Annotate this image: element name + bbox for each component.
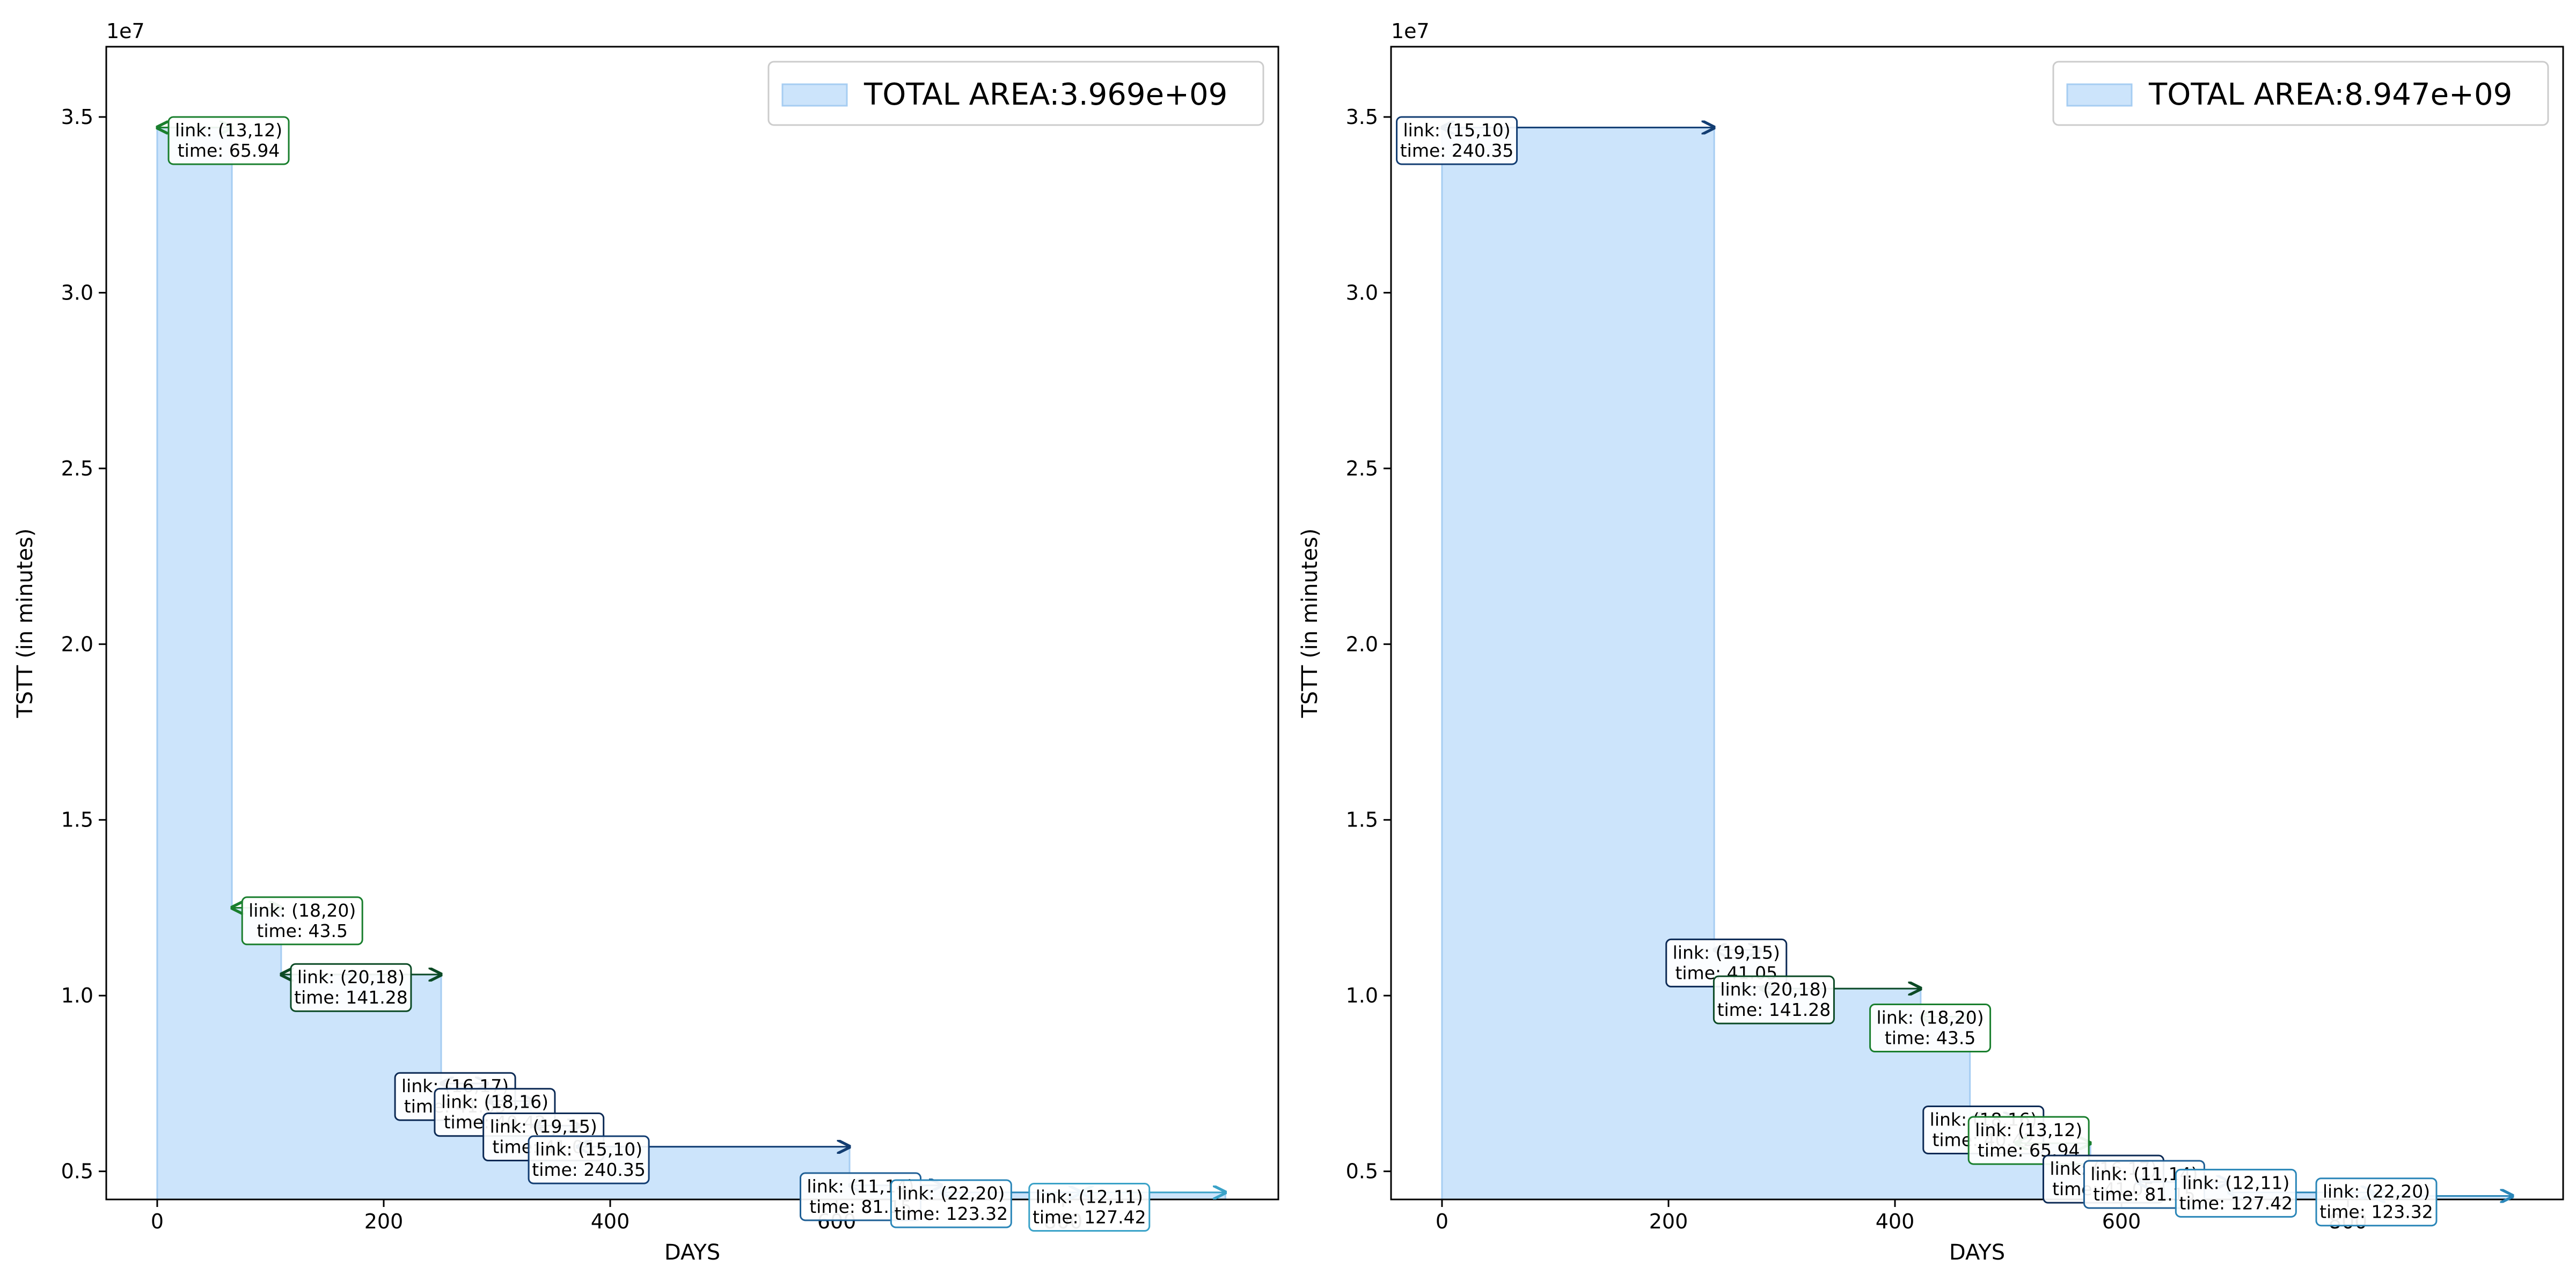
x-tick-label: 400 — [591, 1210, 630, 1233]
annotation-label: link: (12,11)time: 127.42 — [2175, 1168, 2297, 1218]
annotation-label: link: (15,10)time: 240.35 — [528, 1135, 650, 1184]
y-tick-label: 1.0 — [1346, 984, 1378, 1007]
y-tick-label: 2.0 — [1346, 632, 1378, 656]
legend-label: TOTAL AREA:8.947e+09 — [2148, 77, 2512, 112]
annotation-link-text: link: (12,11) — [2182, 1172, 2289, 1193]
annotation-box — [528, 1135, 650, 1184]
annotation-link-text: link: (13,12) — [175, 120, 282, 141]
annotation-link-text: link: (19,15) — [490, 1116, 597, 1137]
annotation-label: link: (20,18)time: 141.28 — [290, 963, 412, 1012]
annotation-box — [167, 116, 290, 165]
y-tick-label: 0.5 — [61, 1160, 93, 1183]
annotation-label: link: (13,12)time: 65.94 — [1967, 1116, 2090, 1165]
left-chart-panel: 02004006008000.51.01.52.02.53.03.5DAYSTS… — [13, 19, 1279, 1265]
right-chart-panel: 02004006008000.51.01.52.02.53.03.5DAYSTS… — [1298, 19, 2564, 1265]
annotation-box — [290, 963, 412, 1012]
annotation-link-text: link: (13,12) — [1975, 1119, 2082, 1140]
annotation-link-text: link: (15,10) — [1403, 120, 1510, 141]
annotation-box — [1869, 1004, 1992, 1053]
annotation-link-text: link: (15,10) — [535, 1139, 642, 1160]
annotation-link-text: link: (22,20) — [897, 1183, 1005, 1204]
annotation-time-text: time: 141.28 — [294, 987, 408, 1008]
x-tick-label: 400 — [1876, 1210, 1915, 1233]
axes-frame — [1390, 46, 2564, 1201]
annotation-label: link: (20,18)time: 141.28 — [1713, 975, 1835, 1024]
annotation-link-text: link: (12,11) — [1036, 1187, 1143, 1208]
axes-frame — [105, 46, 1279, 1201]
x-tick-label: 0 — [151, 1210, 164, 1233]
annotation-link-text: link: (18,16) — [441, 1092, 548, 1113]
y-offset-label: 1e7 — [1391, 19, 1430, 43]
x-tick-label: 600 — [2102, 1210, 2141, 1233]
annotation-time-text: time: 65.94 — [178, 140, 280, 161]
x-tick-label: 200 — [1649, 1210, 1688, 1233]
y-offset-label: 1e7 — [106, 19, 145, 43]
annotation-label: link: (22,20)time: 123.32 — [2315, 1177, 2438, 1227]
annotation-label: link: (18,20)time: 43.5 — [241, 896, 363, 946]
y-axis-label: TSTT (in minutes) — [13, 528, 38, 718]
legend-label: TOTAL AREA:3.969e+09 — [863, 77, 1227, 112]
y-axis-label: TSTT (in minutes) — [1298, 528, 1322, 718]
annotation-link-text: link: (20,18) — [297, 967, 405, 987]
annotation-label: link: (15,10)time: 240.35 — [1396, 116, 1518, 165]
annotation-time-text: time: 127.42 — [2179, 1192, 2293, 1213]
annotation-time-text: time: 127.42 — [1033, 1207, 1146, 1228]
y-tick-label: 3.0 — [1346, 281, 1378, 304]
annotation-link-text: link: (18,20) — [1876, 1007, 1984, 1028]
annotation-box — [1713, 975, 1835, 1024]
annotation-link-text: link: (19,15) — [1673, 942, 1780, 963]
annotation-box — [2175, 1168, 2297, 1218]
y-tick-label: 1.5 — [1346, 808, 1378, 832]
annotation-time-text: time: 43.5 — [1885, 1028, 1976, 1049]
annotation-time-text: time: 123.32 — [895, 1203, 1008, 1224]
annotation-box — [1967, 1116, 2090, 1165]
y-tick-label: 3.5 — [1346, 105, 1378, 129]
x-axis-label: DAYS — [1949, 1240, 2005, 1265]
y-tick-label: 2.5 — [61, 457, 93, 480]
annotation-time-text: time: 43.5 — [257, 920, 348, 941]
annotation-box — [241, 896, 363, 946]
annotation-box — [1396, 116, 1518, 165]
annotation-time-text: time: 141.28 — [1717, 999, 1831, 1020]
legend-box — [2052, 61, 2549, 126]
annotation-link-text: link: (18,20) — [248, 900, 356, 921]
y-tick-label: 2.5 — [1346, 457, 1378, 480]
annotation-link-text: link: (20,18) — [1720, 979, 1827, 1000]
tstt-step-area — [156, 127, 1226, 1201]
y-tick-label: 2.0 — [61, 632, 93, 656]
annotation-time-text: time: 123.32 — [2319, 1202, 2433, 1223]
y-tick-label: 3.5 — [61, 105, 93, 129]
x-tick-label: 200 — [364, 1210, 404, 1233]
annotation-time-text: time: 240.35 — [532, 1159, 646, 1180]
y-tick-label: 3.0 — [61, 281, 93, 304]
annotation-time-text: time: 240.35 — [1400, 140, 1514, 161]
legend-swatch — [2066, 83, 2133, 107]
annotation-label: link: (12,11)time: 127.42 — [1028, 1183, 1151, 1232]
y-tick-label: 0.5 — [1346, 1160, 1378, 1183]
annotation-box — [890, 1179, 1012, 1228]
annotation-link-text: link: (22,20) — [2323, 1181, 2430, 1202]
annotation-label: link: (13,12)time: 65.94 — [167, 116, 290, 165]
annotation-label: link: (22,20)time: 123.32 — [890, 1179, 1012, 1228]
annotation-box — [2315, 1177, 2438, 1227]
x-tick-label: 0 — [1436, 1210, 1448, 1233]
legend-box — [767, 61, 1264, 126]
x-axis-label: DAYS — [664, 1240, 720, 1265]
annotation-label: link: (19,15)time: 41.05 — [1665, 938, 1788, 987]
annotation-box — [1028, 1183, 1151, 1232]
y-tick-label: 1.5 — [61, 808, 93, 832]
annotation-label: link: (18,20)time: 43.5 — [1869, 1004, 1992, 1053]
legend-swatch — [781, 83, 848, 107]
y-tick-label: 1.0 — [61, 984, 93, 1007]
